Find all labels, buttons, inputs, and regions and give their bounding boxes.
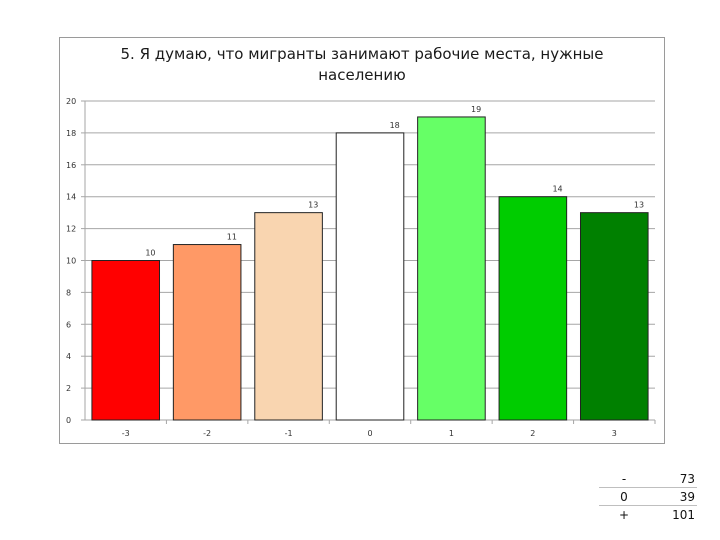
data-label: 10: [145, 249, 155, 258]
chart-title: 5. Я думаю, что мигранты занимают рабочи…: [59, 44, 665, 86]
summary-value: 39: [649, 487, 697, 506]
summary-key: +: [599, 505, 649, 523]
bar: [498, 196, 568, 421]
x-tick-label: -2: [203, 429, 211, 438]
y-tick-label: 10: [66, 257, 76, 266]
data-label: 14: [552, 185, 562, 194]
summary-value: 73: [679, 471, 695, 486]
x-tick-label: 2: [530, 429, 535, 438]
data-label: 18: [390, 121, 400, 130]
x-tick-label: 0: [367, 429, 372, 438]
x-tick-label: 1: [449, 429, 454, 438]
y-tick-label: 4: [66, 352, 71, 361]
summary-row: 0 39: [599, 487, 697, 506]
data-label: 11: [227, 233, 237, 242]
summary-table: - 73 0 39 + 101: [599, 470, 697, 523]
summary-key: 0: [599, 487, 649, 506]
bar: [579, 212, 649, 421]
data-label: 13: [308, 201, 318, 210]
data-label: 13: [634, 201, 644, 210]
chart-title-line-2: населению: [318, 66, 406, 84]
y-tick-label: 0: [66, 416, 71, 425]
y-tick-label: 18: [66, 129, 76, 138]
y-tick-label: 6: [66, 320, 71, 329]
summary-key: -: [621, 471, 627, 486]
bar: [417, 116, 486, 421]
bar: [91, 260, 161, 421]
bar: [335, 132, 405, 421]
bar: [172, 244, 242, 421]
bar: [254, 212, 323, 421]
y-tick-label: 12: [66, 225, 76, 234]
x-tick-label: 3: [612, 429, 617, 438]
y-tick-label: 8: [66, 288, 71, 297]
summary-value: 101: [649, 505, 697, 523]
x-tick-label: -3: [122, 429, 130, 438]
x-tick-label: -1: [285, 429, 293, 438]
y-tick-label: 14: [66, 193, 76, 202]
chart-title-line-1: 5. Я думаю, что мигранты занимают рабочи…: [120, 45, 604, 63]
y-tick-label: 16: [66, 161, 76, 170]
summary-row: + 101: [599, 505, 697, 523]
y-tick-label: 2: [66, 384, 71, 393]
y-tick-label: 20: [66, 97, 76, 106]
data-label: 19: [471, 105, 481, 114]
summary-row: - 73: [599, 470, 697, 488]
